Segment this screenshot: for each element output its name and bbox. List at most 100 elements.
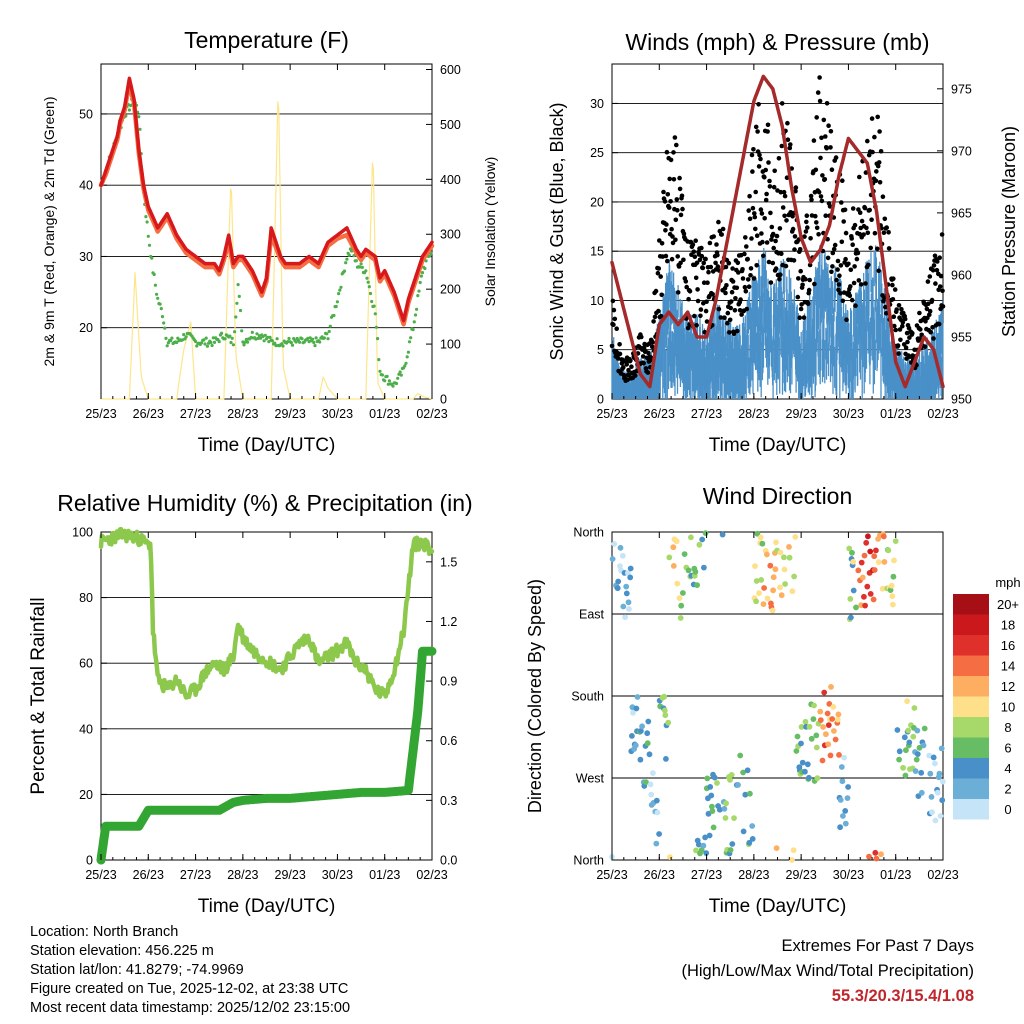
gust-point (752, 214, 758, 220)
gust-point (684, 284, 689, 290)
gust-point (900, 320, 906, 325)
x-tick-label: 29/23 (786, 868, 817, 882)
dewpoint-point (275, 337, 279, 341)
direction-point (928, 794, 935, 800)
direction-point (756, 590, 762, 597)
direction-point (777, 584, 783, 591)
gust-point (686, 296, 691, 302)
dewpoint-point (396, 376, 400, 380)
humidity-line (98, 526, 435, 700)
y-tick-label: West (576, 772, 605, 786)
gust-point (699, 245, 704, 251)
gust-point (733, 296, 738, 301)
gust-point (800, 282, 805, 288)
gust-point (918, 327, 923, 332)
direction-point (644, 740, 651, 747)
gust-point (718, 315, 724, 320)
dewpoint-point (345, 257, 349, 261)
direction-point (889, 593, 896, 600)
gust-point (850, 242, 855, 247)
direction-point (653, 797, 660, 804)
direction-point (707, 784, 714, 790)
legend-swatch (953, 696, 989, 717)
legend-label: 16 (1001, 638, 1015, 653)
dewpoint-point (412, 320, 416, 324)
direction-point (813, 744, 820, 751)
y-tick-label: 30 (590, 97, 604, 111)
recent-timestamp: Most recent data timestamp: 2025/12/02 2… (30, 1000, 351, 1016)
gust-point (893, 327, 898, 333)
gust-point (729, 289, 735, 295)
gust-point (798, 306, 804, 312)
gust-point (787, 145, 793, 151)
x-tick-label: 27/23 (691, 407, 722, 421)
direction-point (735, 782, 741, 788)
direction-point (905, 727, 912, 734)
gust-point (657, 238, 662, 243)
gust-point (651, 319, 656, 324)
direction-point (609, 556, 616, 562)
gust-point (649, 344, 655, 350)
gust-point (784, 175, 790, 180)
gust-point (748, 273, 753, 278)
gust-point (650, 340, 655, 345)
dewpoint-point (394, 381, 399, 386)
dewpoint-point (263, 333, 267, 337)
gust-point (711, 234, 716, 239)
dewpoint-point (274, 344, 278, 348)
gust-point (936, 321, 942, 327)
x-tick-label: 26/23 (133, 407, 164, 421)
gust-point (675, 254, 680, 259)
gust-point (671, 177, 677, 182)
gust-point (713, 260, 718, 266)
gust-point (831, 246, 837, 252)
gust-point (902, 316, 908, 322)
gust-point (931, 263, 937, 268)
direction-point (625, 570, 631, 576)
y-tick-label: 40 (79, 722, 93, 736)
gust-point (704, 319, 710, 324)
solar-insolation-line (100, 101, 433, 400)
gust-point (823, 213, 828, 218)
x-axis-label: Time (Day/UTC) (198, 435, 336, 456)
gust-point (777, 226, 783, 231)
gust-point (645, 370, 651, 375)
direction-point (676, 595, 683, 601)
direction-point (936, 770, 943, 777)
dewpoint-point (195, 344, 199, 348)
gust-point (843, 230, 849, 236)
gust-point (667, 176, 672, 182)
x-tick-label: 02/23 (927, 407, 958, 421)
gust-point (716, 219, 721, 225)
direction-point (708, 792, 715, 799)
dewpoint-point (338, 288, 342, 292)
dewpoint-point (387, 379, 391, 383)
y2-tick-label: 200 (440, 283, 461, 297)
direction-point (757, 534, 764, 541)
x-tick-label: 28/23 (738, 868, 769, 882)
y2-tick-label: 0.3 (440, 794, 457, 808)
gust-point (814, 220, 819, 225)
gust-point (669, 256, 675, 262)
direction-point (716, 806, 723, 813)
direction-point (896, 756, 902, 763)
y2-tick-label: 960 (951, 268, 972, 282)
direction-point (902, 772, 909, 779)
gust-point (656, 308, 661, 314)
direction-point (752, 563, 758, 569)
gust-point (676, 264, 682, 269)
gust-point (671, 150, 676, 155)
gust-point (673, 237, 678, 243)
gust-point (621, 365, 626, 370)
gust-point (693, 275, 699, 281)
gust-point (764, 240, 770, 245)
gust-point (869, 217, 874, 222)
gust-point (938, 273, 944, 279)
gust-point (754, 233, 760, 238)
gust-point (874, 169, 879, 174)
direction-point (837, 797, 844, 803)
gust-point (626, 367, 631, 373)
gust-point (830, 250, 836, 256)
dewpoint-point (366, 280, 370, 284)
dewpoint-point (152, 272, 156, 277)
